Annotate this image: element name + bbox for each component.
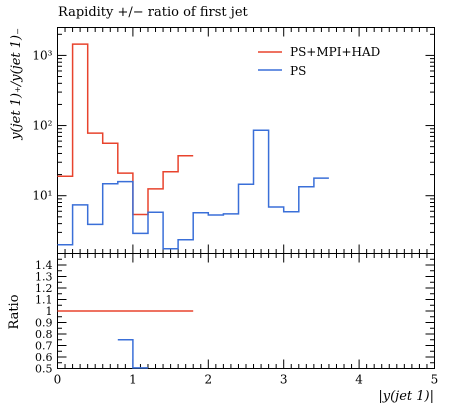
ratio-y-tick-label: 1.3 [35,271,53,284]
main-y-tick-label: 10² [32,119,52,133]
main-panel: 10¹ 10² 10³ y(jet 1)₊/y(jet 1)₋ PS+MPI+HAD… [9,27,435,254]
ratio-y-axis-label: Ratio [7,294,22,329]
ratio-y-tick-label: 1.1 [35,294,53,307]
ratio-y-ticks: 0.50.60.70.80.911.11.21.31.4 [35,253,435,376]
ratio-y-tick-label: 0.5 [35,363,53,376]
x-tick-label: 2 [204,373,212,387]
x-tick-label: 3 [280,373,288,387]
main-series-ps [57,129,329,250]
ratio-y-tick-label: 1.4 [35,259,53,272]
ratio-x-ticks: 0 1 2 3 4 5 [54,253,439,387]
legend: PS+MPI+HAD PS [258,45,380,78]
main-series-ps-mpi-had [57,43,194,216]
ratio-y-tick-label: 0.9 [35,317,53,330]
main-y-ticks: 10¹ 10² 10³ [32,33,435,246]
x-tick-label: 1 [129,373,137,387]
ratio-y-tick-label: 0.7 [35,340,53,353]
x-tick-label: 5 [431,373,439,387]
ratio-series [57,310,194,369]
x-tick-label: 0 [54,373,62,387]
x-axis-label: |y(jet 1)| [378,389,434,404]
main-x-ticks [57,27,435,254]
ratio-series-ps [117,339,148,369]
main-y-tick-label: 10³ [32,48,52,62]
chart-title: Rapidity +/− ratio of first jet [58,5,249,20]
x-tick-label: 4 [355,373,363,387]
main-panel-frame [57,27,435,254]
main-y-axis-label: y(jet 1)₊/y(jet 1)₋ [9,28,24,141]
legend-label-ps: PS [290,64,306,78]
main-series [57,43,329,250]
ratio-y-tick-label: 1 [46,305,53,318]
ratio-y-tick-label: 1.2 [35,282,53,295]
ratio-y-tick-label: 0.6 [35,351,53,364]
main-y-tick-label: 10¹ [32,189,52,203]
legend-label-ps-mpi-had: PS+MPI+HAD [290,45,380,59]
ratio-y-tick-label: 0.8 [35,328,53,341]
